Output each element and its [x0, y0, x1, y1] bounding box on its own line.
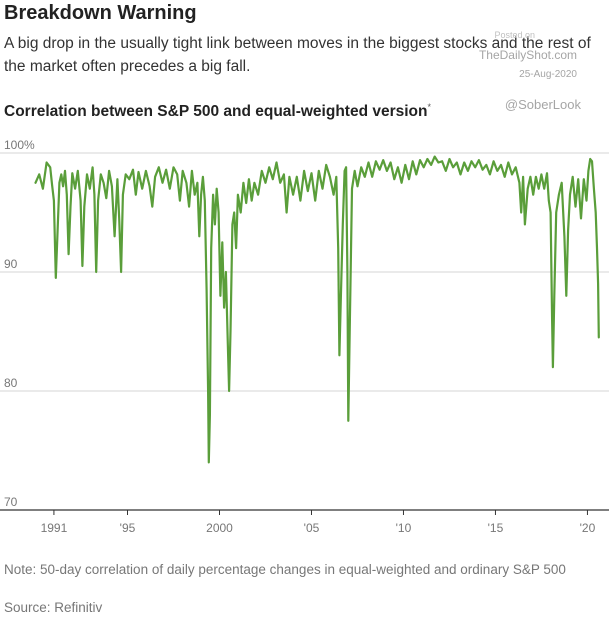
watermark-site: TheDailyShot.com: [478, 48, 577, 62]
source-credit: Source: Refinitiv: [4, 600, 103, 615]
x-tick-label: '05: [304, 521, 320, 535]
grid-lines: [0, 152, 609, 511]
x-tick-label: '20: [580, 521, 596, 535]
y-tick-label: 70: [4, 495, 18, 509]
page-title: Breakdown Warning: [4, 2, 197, 24]
watermark-date: 25-Aug-2020: [519, 69, 577, 80]
chart-title-text: Correlation between S&P 500 and equal-we…: [4, 103, 428, 121]
watermark-handle: @SoberLook: [504, 97, 581, 112]
watermark-posted: Posted on: [494, 30, 535, 40]
x-tick-label: '95: [120, 521, 136, 535]
series-line: [34, 155, 600, 464]
subtitle: A big drop in the usually tight link bet…: [4, 35, 591, 75]
line-chart: 100% 90 80 70 1991 '95 2000 '05 '10 '15 '20: [0, 138, 609, 535]
series-group: [34, 155, 600, 464]
y-tick-label: 100%: [4, 138, 35, 152]
chart-title: Correlation between S&P 500 and equal-we…: [4, 102, 431, 121]
footnote: Note: 50-day correlation of daily percen…: [4, 562, 566, 577]
chart-title-footnote-marker: *: [427, 102, 432, 112]
x-axis: 1991 '95 2000 '05 '10 '15 '20: [41, 510, 596, 535]
y-tick-label: 80: [4, 376, 18, 390]
x-tick-label: 2000: [206, 521, 233, 535]
y-axis-ticks: 100% 90 80 70: [4, 138, 35, 509]
x-tick-label: '15: [488, 521, 504, 535]
x-tick-label: '10: [396, 521, 412, 535]
y-tick-label: 90: [4, 257, 18, 271]
x-tick-label: 1991: [41, 521, 68, 535]
